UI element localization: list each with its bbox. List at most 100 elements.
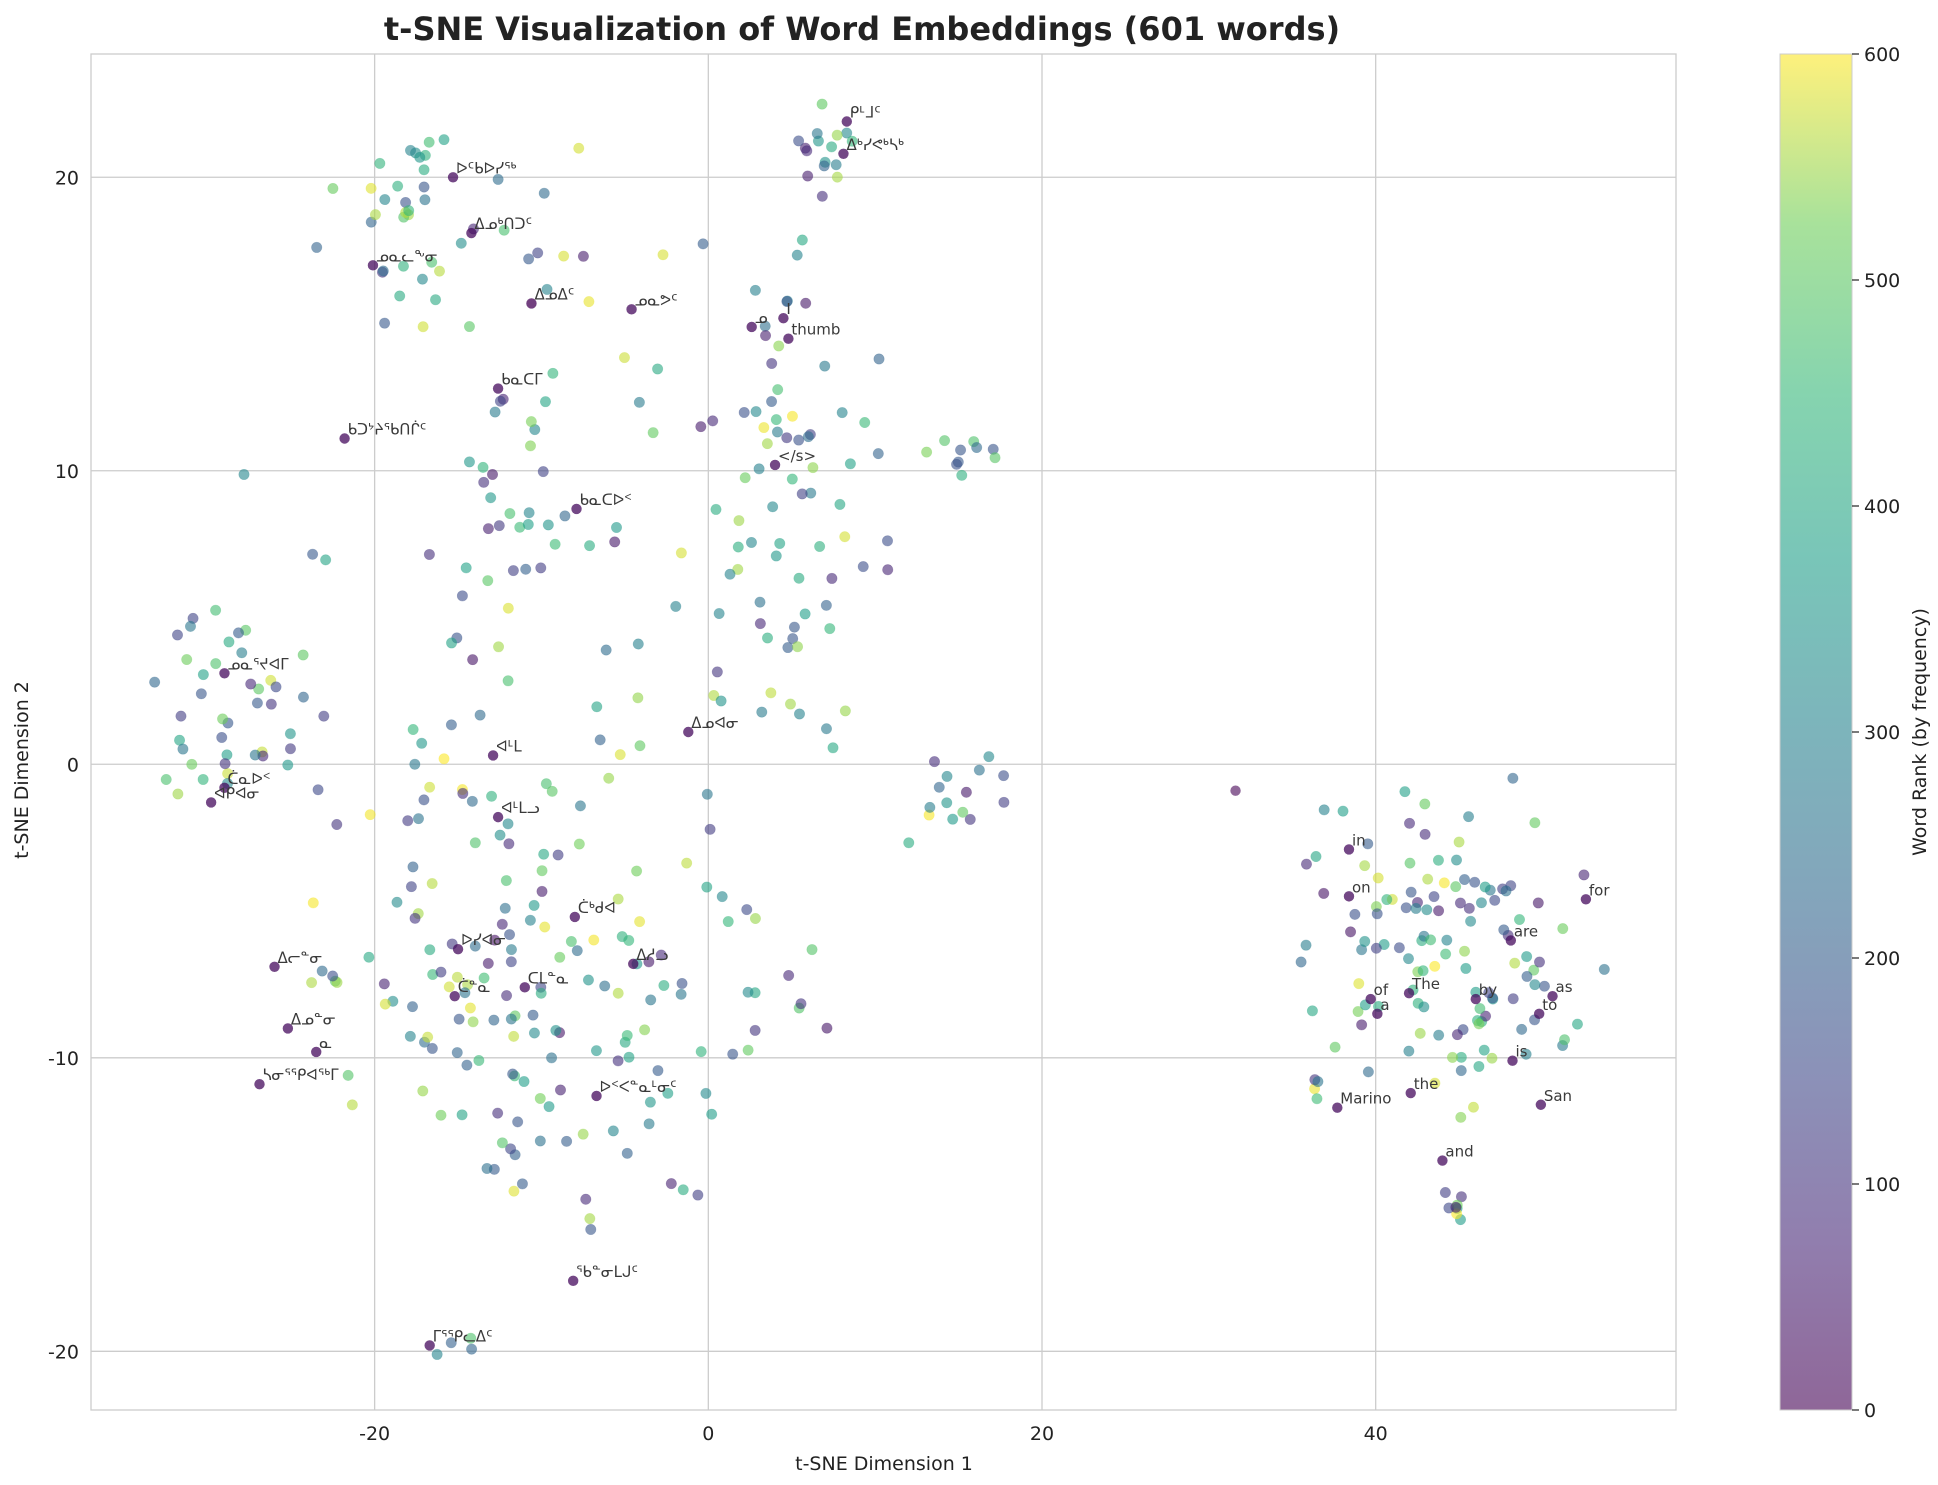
data-point [249,749,261,761]
point-annotation: on [1352,878,1371,896]
data-point [1507,993,1519,1005]
data-point [881,535,893,547]
data-point [1498,924,1510,936]
data-point [1441,934,1453,946]
data-point [394,290,406,302]
data-point [1557,923,1569,935]
data-point [1362,1066,1374,1078]
data-point [346,1099,358,1111]
data-point [1329,1041,1341,1053]
data-point [793,708,805,720]
data-point [418,181,430,193]
labeled-point [1405,1087,1416,1099]
data-point [494,395,506,407]
data-point [695,1046,707,1058]
data-point [413,813,425,825]
data-point [417,1085,429,1097]
labeled-point [841,116,852,127]
data-point [1359,860,1371,872]
labeled-point [219,782,230,793]
data-point [416,273,428,285]
data-point [571,945,583,957]
labeled-point [492,811,504,823]
data-point [928,756,940,768]
data-point [1529,979,1541,991]
data-point [516,1178,528,1190]
data-point [494,829,506,841]
data-point [710,503,722,515]
data-point [459,987,471,999]
data-point [742,1044,754,1056]
data-point [1349,908,1361,920]
data-point [331,818,343,830]
data-point [831,171,843,183]
data-point [524,440,536,452]
data-point [844,458,856,470]
data-point [482,957,494,969]
data-point [1417,965,1429,977]
colorbar-tick-label: 100 [1864,1174,1900,1196]
data-point [149,676,161,688]
data-point [634,916,646,928]
point-annotation: ᐃᓄᒃᑎᑐᑦ [474,215,532,233]
data-point [1410,902,1422,914]
data-point [758,422,770,434]
data-point [612,1055,624,1067]
data-point [662,1087,674,1099]
data-point [807,462,819,474]
data-point [430,294,442,306]
data-point [538,187,550,199]
data-point [456,1109,468,1121]
point-annotation: for [1589,881,1610,899]
data-point [1362,838,1374,850]
data-point [742,986,754,998]
data-point [467,1016,479,1028]
point-annotation: I [786,300,790,318]
labeled-point [1372,1008,1383,1019]
data-point [507,565,519,577]
data-point [1486,1052,1498,1064]
x-tick-labels: -20 0 20 40 [359,1423,1388,1445]
data-point [846,135,858,147]
data-point [921,446,933,458]
data-point [1230,785,1241,796]
data-point [549,538,561,550]
data-point [403,205,415,217]
data-point [426,1042,438,1054]
data-point [724,568,736,580]
data-point [232,627,244,639]
data-point [633,396,645,408]
data-point [364,809,376,821]
data-point [265,698,277,710]
data-point [819,360,831,372]
data-point [792,641,804,653]
labeled-point [487,750,499,761]
data-point [786,473,798,485]
labeled-point [683,726,694,738]
labeled-point [492,383,504,394]
data-point [457,787,469,799]
data-point [423,136,435,148]
data-point [1598,963,1610,975]
colorbar-tick-label: 400 [1864,496,1900,518]
data-point [793,135,805,147]
point-annotation: ᐊᒻᒪ [496,737,522,755]
data-point [1352,1006,1364,1018]
point-annotation: ᑲᓇᑕᒥ [501,371,543,389]
point-annotation: ᐊᒻᒪᓗ [501,799,540,817]
data-point [665,1178,677,1190]
point-annotation: in [1352,831,1366,849]
data-point [528,899,540,911]
data-point [223,636,235,648]
data-point [311,241,323,253]
data-point [435,1109,447,1121]
point-annotation: ᓇ [319,1034,332,1052]
data-point [1439,1186,1451,1198]
point-annotation: the [1414,1075,1439,1093]
y-axis-label: t-SNE Dimension 2 [11,681,33,859]
labeled-point [1547,990,1558,1002]
data-point [445,719,457,731]
data-point [701,788,713,800]
point-annotation: The [1411,975,1440,993]
data-point [487,468,499,480]
